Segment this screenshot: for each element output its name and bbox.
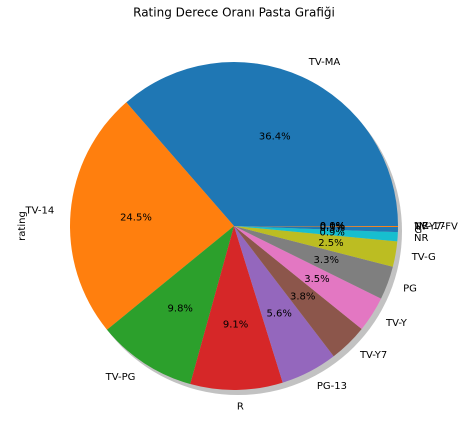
pie-slice bbox=[126, 62, 398, 227]
pie-slice bbox=[234, 226, 398, 233]
percent-label: 9.1% bbox=[223, 319, 248, 330]
slice-label: PG bbox=[403, 284, 417, 295]
pie-slice bbox=[234, 226, 382, 329]
pie-slice bbox=[234, 226, 362, 357]
y-axis-label: rating bbox=[17, 211, 28, 241]
percent-label: 2.5% bbox=[318, 238, 343, 249]
percent-label: 0.9% bbox=[319, 227, 344, 238]
percent-label: 3.3% bbox=[314, 255, 339, 266]
slice-label: TV-Y7-FV bbox=[413, 222, 458, 233]
slice-label: G bbox=[414, 225, 422, 236]
slice-label: NC-17 bbox=[414, 221, 445, 232]
slice-label: R bbox=[237, 401, 244, 412]
slice-label: TV-Y bbox=[385, 318, 408, 329]
pie-slice bbox=[234, 226, 398, 242]
pie-slice bbox=[234, 226, 398, 228]
percent-label: 0.1% bbox=[320, 221, 345, 232]
percent-label: 36.4% bbox=[259, 131, 291, 142]
slice-label: TV-Y7 bbox=[359, 350, 387, 361]
slice-label: PG-13 bbox=[317, 381, 347, 392]
slice-label: TV-MA bbox=[308, 57, 341, 68]
percent-label: 3.8% bbox=[290, 291, 315, 302]
percent-label: 0.0% bbox=[320, 221, 345, 232]
slice-label: TV-14 bbox=[25, 206, 55, 217]
percent-label: 5.6% bbox=[267, 308, 292, 319]
pie-slice bbox=[234, 226, 393, 299]
slice-label: TV-PG bbox=[105, 372, 136, 383]
percent-label: 0.5% bbox=[320, 223, 345, 234]
pie-slice bbox=[234, 226, 334, 383]
pie-slice bbox=[190, 226, 283, 390]
slice-label: NR bbox=[414, 233, 428, 244]
percent-label: 0.0% bbox=[320, 221, 345, 232]
slice-label: TV-G bbox=[411, 252, 436, 263]
percent-label: 3.5% bbox=[304, 274, 329, 285]
pie-slice bbox=[70, 102, 234, 330]
percent-label: 9.8% bbox=[168, 303, 193, 314]
slice-label: UR bbox=[414, 221, 428, 232]
pie-slice bbox=[106, 226, 234, 385]
pie-slice bbox=[234, 226, 398, 267]
chart-title: Rating Derece Oranı Pasta Grafiği bbox=[133, 6, 335, 20]
percent-label: 24.5% bbox=[120, 213, 152, 224]
